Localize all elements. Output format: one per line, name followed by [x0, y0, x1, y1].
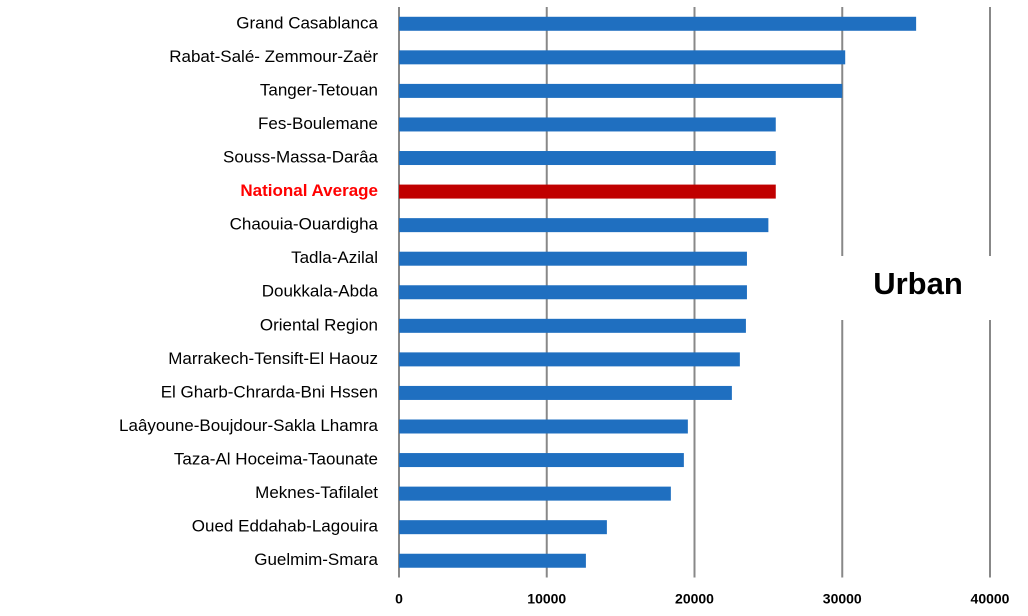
annotation-background	[830, 256, 1010, 320]
bar	[399, 318, 746, 333]
y-tick-label: National Average	[240, 181, 378, 200]
y-tick-label: Grand Casablanca	[236, 13, 378, 32]
bar	[399, 385, 732, 400]
bar	[399, 251, 747, 266]
bar	[399, 218, 769, 233]
y-tick-label: Chaouia-Ouardigha	[230, 215, 379, 234]
y-tick-label: Souss-Massa-Darâa	[223, 148, 378, 167]
bar	[399, 553, 586, 568]
y-tick-label: Tadla-Azilal	[291, 248, 378, 267]
bar	[399, 419, 688, 434]
x-tick-label: 40000	[971, 591, 1010, 607]
y-tick-label: Laâyoune-Boujdour-Sakla Lhamra	[119, 416, 378, 435]
bar	[399, 151, 776, 166]
y-tick-label: Tanger-Tetouan	[260, 80, 378, 99]
y-tick-label: Fes-Boulemane	[258, 114, 378, 133]
bar	[399, 83, 843, 98]
y-tick-label: Meknes-Tafilalet	[255, 483, 378, 502]
bar	[399, 486, 671, 501]
bar	[399, 285, 747, 300]
y-tick-label: Doukkala-Abda	[262, 282, 379, 301]
bar	[399, 184, 776, 199]
bar	[399, 520, 607, 535]
x-tick-label: 10000	[527, 591, 566, 607]
y-tick-label: Oued Eddahab-Lagouira	[192, 517, 379, 536]
annotation: Urban	[873, 266, 963, 301]
bar	[399, 50, 846, 65]
bar	[399, 453, 684, 468]
y-tick-label: Rabat-Salé- Zemmour-Zaër	[169, 47, 378, 66]
y-tick-label: Taza-Al Hoceima-Taounate	[174, 450, 378, 469]
bar	[399, 16, 917, 31]
x-tick-label: 30000	[823, 591, 862, 607]
x-tick-label: 20000	[675, 591, 714, 607]
x-tick-label: 0	[395, 591, 403, 607]
y-tick-label: Oriental Region	[260, 315, 378, 334]
y-tick-label: El Gharb-Chrarda-Bni Hssen	[161, 382, 378, 401]
y-tick-label: Guelmim-Smara	[254, 550, 378, 569]
bar	[399, 117, 776, 132]
y-tick-label: Marrakech-Tensift-El Haouz	[168, 349, 378, 368]
bar	[399, 352, 740, 367]
